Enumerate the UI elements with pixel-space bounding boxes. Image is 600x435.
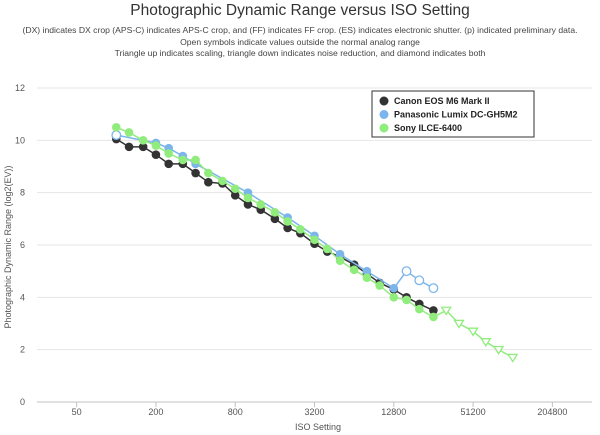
legend-item-sony-ilce-6400: Sony ILCE-6400 xyxy=(379,123,462,133)
data-point xyxy=(204,168,213,178)
y-tick-label: 6 xyxy=(20,240,25,250)
data-point xyxy=(191,155,200,165)
data-point xyxy=(362,273,372,283)
subtitle-line-1: (DX) indicates DX crop (APS-C) indicates… xyxy=(22,25,578,35)
data-point xyxy=(362,266,372,276)
data-point xyxy=(480,338,492,348)
y-tick-label: 12 xyxy=(15,83,25,93)
chart-title: Photographic Dynamic Range versus ISO Se… xyxy=(130,2,470,19)
data-point xyxy=(429,306,438,315)
data-point xyxy=(230,190,240,200)
y-tick-label: 10 xyxy=(15,135,25,145)
y-tick-label: 2 xyxy=(20,345,25,355)
x-axis-ticks: 50 200 800 3200 12800 51200 204800 xyxy=(72,402,567,417)
y-axis-ticks: 0 2 4 6 8 10 12 xyxy=(15,83,25,407)
data-point xyxy=(492,345,505,355)
data-point xyxy=(270,207,280,217)
data-point xyxy=(270,214,280,224)
data-point xyxy=(414,275,425,286)
data-point xyxy=(164,149,173,158)
data-point xyxy=(243,193,253,203)
series-canon-eos-m6-mark-ii xyxy=(111,134,438,315)
y-tick-label: 0 xyxy=(20,397,25,407)
data-point xyxy=(453,319,465,329)
legend-marker xyxy=(379,123,389,133)
x-tick-label: 50 xyxy=(72,407,82,417)
data-point xyxy=(322,244,332,254)
data-point xyxy=(111,130,122,141)
data-point xyxy=(415,304,424,314)
data-point xyxy=(389,283,399,293)
legend-marker xyxy=(379,96,389,106)
x-tick-label: 200 xyxy=(148,407,163,417)
data-point xyxy=(151,150,161,160)
x-tick-label: 3200 xyxy=(304,407,324,417)
y-tick-label: 4 xyxy=(20,292,25,302)
data-point xyxy=(283,223,292,233)
x-tick-label: 800 xyxy=(228,407,243,417)
data-point xyxy=(243,200,253,209)
data-point xyxy=(429,312,438,322)
subtitle-line-2: Open symbols indicate values outside the… xyxy=(180,36,420,47)
series-sony-ilce-6400 xyxy=(111,122,519,363)
data-point xyxy=(124,128,134,137)
data-point xyxy=(467,327,479,337)
x-axis-title: ISO Setting xyxy=(295,422,341,432)
data-point xyxy=(389,293,399,302)
legend-label: Canon EOS M6 Mark II xyxy=(394,96,490,106)
data-point xyxy=(164,159,173,169)
data-point xyxy=(151,141,161,150)
legend-marker xyxy=(379,110,389,119)
data-point xyxy=(507,353,519,363)
data-point xyxy=(440,306,452,316)
legend-item-panasonic-lumix-dc-gh5m2: Panasonic Lumix DC-GH5M2 xyxy=(379,110,518,120)
data-point xyxy=(204,177,213,187)
data-point xyxy=(402,295,411,305)
data-point xyxy=(283,217,292,226)
series-line xyxy=(115,138,434,312)
data-point xyxy=(124,142,134,152)
x-tick-label: 204800 xyxy=(537,407,567,417)
data-point xyxy=(111,122,121,132)
data-point xyxy=(310,235,319,245)
data-point xyxy=(375,281,384,290)
legend-label: Sony ILCE-6400 xyxy=(394,123,462,133)
y-axis-title: Photographic Dynamic Range (log2(EV)) xyxy=(3,165,13,328)
data-point xyxy=(191,168,200,178)
x-tick-label: 12800 xyxy=(381,407,406,417)
series-group xyxy=(111,122,519,363)
legend-box xyxy=(371,90,535,138)
data-point xyxy=(230,184,240,194)
data-point xyxy=(138,136,148,145)
data-point xyxy=(218,176,227,186)
data-point xyxy=(335,256,345,266)
legend-label: Panasonic Lumix DC-GH5M2 xyxy=(394,110,518,120)
data-point xyxy=(349,265,359,275)
chart-legend: Canon EOS M6 Mark II Panasonic Lumix DC-G… xyxy=(371,90,535,138)
chart-subtitle: (DX) indicates DX crop (APS-C) indicates… xyxy=(0,25,600,60)
data-point xyxy=(401,266,412,277)
subtitle-line-3: Triangle up indicates scaling, triangle … xyxy=(114,48,486,58)
legend-item-canon-eos-m6-mark-ii: Canon EOS M6 Mark II xyxy=(379,96,490,106)
data-point xyxy=(335,249,345,259)
data-point xyxy=(178,155,188,165)
data-point xyxy=(138,142,148,152)
data-point xyxy=(296,225,305,234)
y-tick-label: 8 xyxy=(20,188,25,198)
x-tick-label: 51200 xyxy=(461,407,486,417)
data-point xyxy=(256,200,266,209)
data-point xyxy=(428,283,439,294)
